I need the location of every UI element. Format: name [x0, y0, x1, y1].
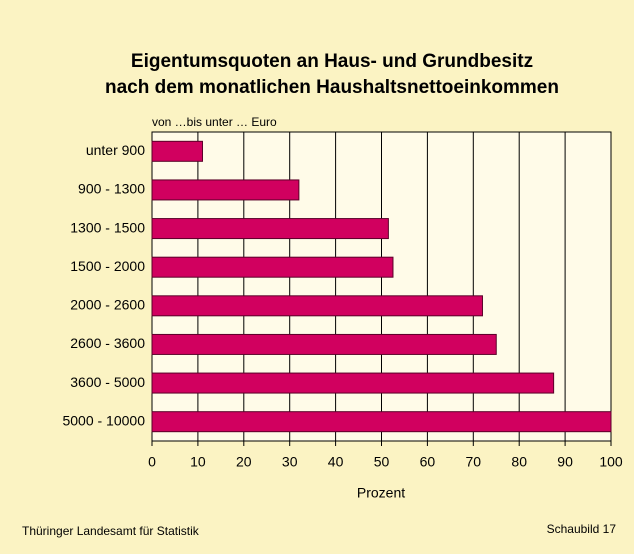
x-tick-label: 90: [557, 454, 573, 470]
x-tick-label: 20: [236, 454, 252, 470]
x-tick-label: 40: [328, 454, 344, 470]
y-tick-label: 5000 - 10000: [62, 412, 145, 428]
x-tick-label: 30: [282, 454, 298, 470]
x-axis-label: Prozent: [357, 485, 405, 501]
bar: [151, 372, 555, 394]
y-tick-label: 1500 - 2000: [70, 258, 145, 274]
y-tick-label: 3600 - 5000: [70, 374, 145, 390]
x-tick-label: 0: [148, 454, 156, 470]
y-tick-label: 2600 - 3600: [70, 335, 145, 351]
source: Thüringer Landesamt für Statistik: [22, 524, 200, 538]
chart-title: Eigentumsquoten an Haus- und Grundbesitz: [131, 51, 533, 72]
bar: [151, 179, 300, 201]
bar: [151, 333, 497, 355]
y-tick-label: unter 900: [86, 142, 145, 158]
figure-label: Schaubild 17: [547, 522, 617, 536]
x-tick-label: 80: [511, 454, 527, 470]
bar: [151, 411, 612, 433]
bar: [151, 295, 483, 317]
y-tick-label: 1300 - 1500: [70, 219, 145, 235]
x-tick-label: 10: [190, 454, 206, 470]
y-tick-label: 900 - 1300: [78, 181, 145, 197]
chart-title: nach dem monatlichen Haushaltsnettoeinko…: [105, 77, 559, 98]
bar: [151, 140, 203, 162]
x-tick-label: 50: [374, 454, 390, 470]
x-tick-label: 100: [599, 454, 623, 470]
bar: [151, 256, 394, 278]
y-tick-label: 2000 - 2600: [70, 297, 145, 313]
x-tick-label: 70: [466, 454, 482, 470]
bar: [151, 218, 389, 240]
subtitle: von …bis unter … Euro: [152, 115, 277, 129]
x-tick-label: 60: [420, 454, 436, 470]
